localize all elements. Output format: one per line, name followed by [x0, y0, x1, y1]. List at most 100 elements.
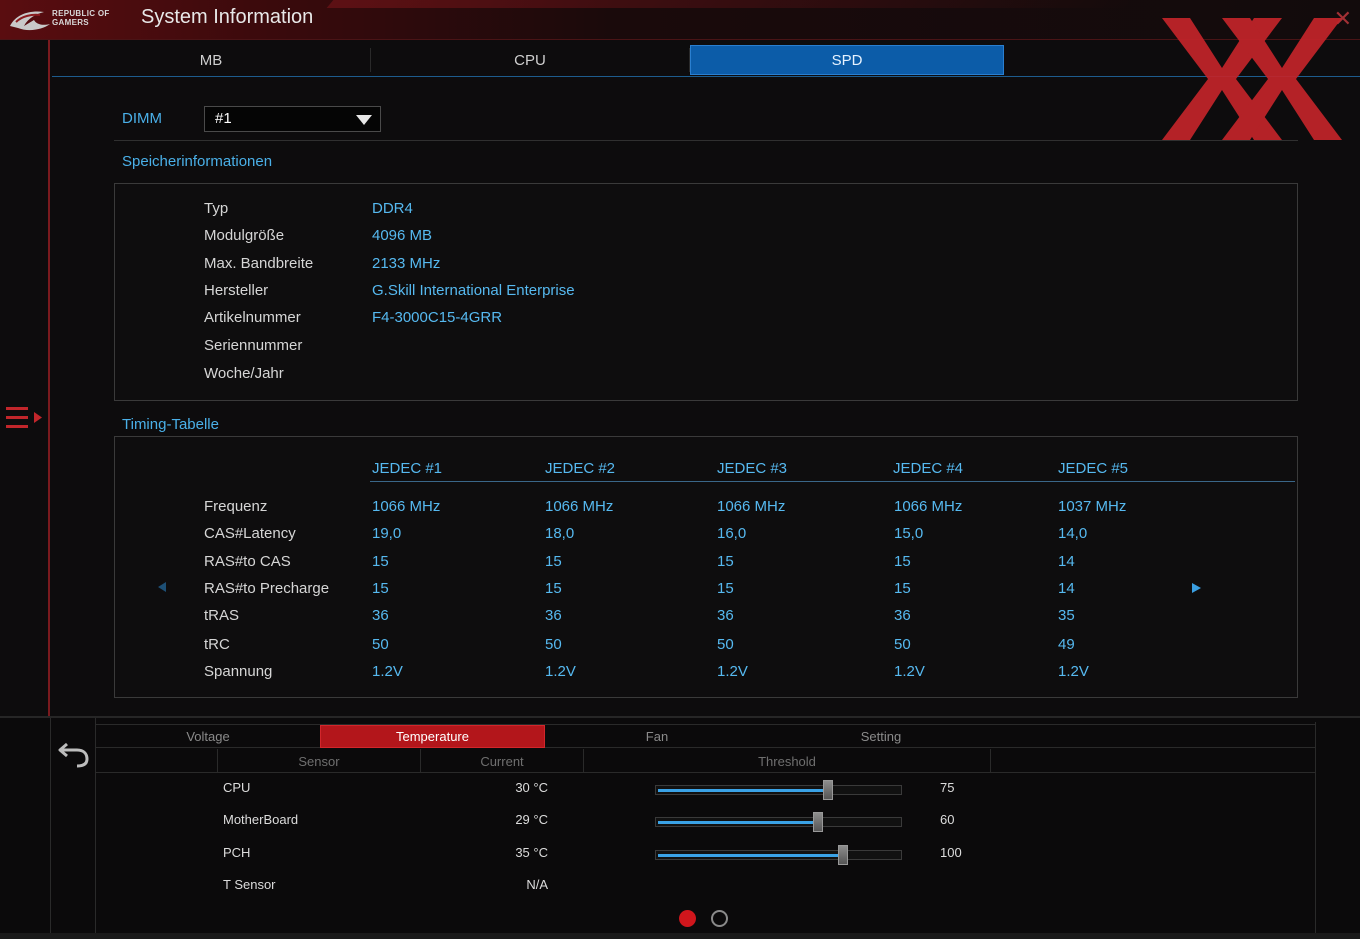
tab-cpu[interactable]: CPU	[514, 51, 546, 69]
timing-cell: 14	[1058, 580, 1075, 597]
brand-line2: GAMERS	[52, 18, 89, 27]
timing-cell: 50	[372, 636, 389, 653]
timing-cell: 15	[717, 580, 734, 597]
info-tabs: MB CPU SPD	[52, 44, 1360, 77]
column-header-current: Current	[420, 749, 583, 773]
sensor-name: MotherBoard	[223, 812, 299, 827]
timing-row-label: Spannung	[204, 663, 273, 680]
timing-row-label: RAS#to CAS	[204, 553, 291, 570]
timing-cell: 15	[545, 580, 562, 597]
menu-expand-icon[interactable]	[4, 404, 44, 434]
timing-cell: 1.2V	[372, 663, 403, 680]
timing-cell: 1066 MHz	[545, 498, 614, 515]
timing-cell: 36	[717, 607, 734, 624]
timing-cell: 1066 MHz	[894, 498, 963, 515]
memory-info-title: Speicherinformationen	[122, 153, 273, 170]
timing-cell: 1.2V	[545, 663, 576, 680]
tab-divider	[370, 48, 371, 72]
timing-cell: 1.2V	[894, 663, 925, 680]
close-icon[interactable]: ✕	[1333, 6, 1352, 31]
slider-thumb[interactable]	[813, 812, 823, 832]
back-icon[interactable]	[57, 738, 91, 768]
info-value-max-bandwidth: 2133 MHz	[372, 255, 441, 272]
monitor-side-strip	[50, 718, 96, 939]
timing-cell: 14	[1058, 553, 1075, 570]
dimm-dropdown[interactable]: #1	[204, 106, 381, 132]
window-title: System Information	[141, 6, 314, 28]
timing-cell: 36	[545, 607, 562, 624]
scroll-right-icon[interactable]	[1192, 583, 1201, 593]
sensor-name: T Sensor	[223, 877, 276, 892]
info-value-type: DDR4	[372, 200, 413, 217]
timing-cell: 1.2V	[717, 663, 748, 680]
timing-row-label: Frequenz	[204, 498, 268, 515]
timing-row-label: CAS#Latency	[204, 525, 296, 542]
rog-logo-icon	[10, 11, 50, 31]
info-label-max-bandwidth: Max. Bandbreite	[204, 255, 314, 272]
watermark-logo	[1162, 18, 1342, 140]
hardware-monitor-panel: Voltage Temperature Fan Setting Sensor C…	[0, 716, 1360, 939]
tab-divider	[689, 48, 690, 72]
dimm-selected-value: #1	[215, 110, 232, 127]
slider-fill	[658, 789, 828, 792]
brand-line1: REPUBLIC OF	[52, 9, 110, 18]
timing-column-header: JEDEC #4	[893, 460, 964, 477]
column-header-threshold: Threshold	[583, 749, 991, 773]
divider	[1315, 722, 1316, 939]
timing-cell: 15	[717, 553, 734, 570]
tab-temperature[interactable]: Temperature	[320, 725, 545, 748]
tab-mb[interactable]: MB	[199, 51, 223, 69]
slider-fill	[658, 821, 818, 824]
sensor-current-value: N/A	[526, 877, 548, 892]
tab-voltage[interactable]: Voltage	[186, 729, 230, 744]
timing-cell: 1037 MHz	[1058, 498, 1127, 515]
side-menu-strip	[0, 40, 50, 716]
memory-info-panel	[114, 183, 1298, 401]
sensor-threshold-value: 75	[940, 780, 955, 795]
info-label-part-number: Artikelnummer	[204, 309, 301, 326]
threshold-slider[interactable]	[655, 812, 902, 832]
info-value-module-size: 4096 MB	[372, 227, 433, 244]
tab-fan[interactable]: Fan	[645, 729, 669, 744]
info-value-part-number: F4-3000C15-4GRR	[372, 309, 503, 326]
threshold-slider[interactable]	[655, 780, 902, 800]
timing-table-panel	[114, 436, 1298, 698]
slider-thumb[interactable]	[838, 845, 848, 865]
timing-column-header: JEDEC #1	[372, 460, 443, 477]
slider-thumb[interactable]	[823, 780, 833, 800]
timing-cell: 16,0	[717, 525, 747, 542]
timing-row-label: tRC	[204, 636, 230, 653]
chevron-down-icon	[356, 115, 372, 125]
column-header-sensor: Sensor	[217, 749, 420, 773]
page-dot-active[interactable]	[679, 910, 696, 927]
sensor-name: CPU	[223, 780, 251, 795]
sensor-current-value: 29 °C	[515, 812, 548, 827]
timing-cell: 49	[1058, 636, 1075, 653]
info-label-week-year: Woche/Jahr	[204, 365, 284, 382]
timing-cell: 35	[1058, 607, 1075, 624]
timing-cell: 18,0	[545, 525, 575, 542]
timing-cell: 50	[894, 636, 911, 653]
timing-row-label: tRAS	[204, 607, 240, 624]
tab-spd[interactable]: SPD	[690, 45, 1004, 75]
dimm-label: DIMM	[122, 110, 162, 127]
info-label-manufacturer: Hersteller	[204, 282, 269, 299]
timing-cell: 14,0	[1058, 525, 1088, 542]
timing-cell: 1.2V	[1058, 663, 1089, 680]
tab-setting[interactable]: Setting	[860, 729, 902, 744]
timing-cell: 36	[894, 607, 911, 624]
scroll-left-icon[interactable]	[158, 582, 166, 592]
timing-header-underline	[370, 481, 1295, 482]
title-bar: REPUBLIC OF GAMERS System Information ✕	[0, 0, 1360, 40]
timing-cell: 15	[545, 553, 562, 570]
timing-cell: 15	[372, 580, 389, 597]
timing-table-title: Timing-Tabelle	[122, 416, 219, 433]
divider	[114, 140, 1298, 141]
timing-cell: 1066 MHz	[717, 498, 786, 515]
timing-cell: 50	[717, 636, 734, 653]
timing-cell: 36	[372, 607, 389, 624]
threshold-slider[interactable]	[655, 845, 902, 865]
sensor-threshold-value: 100	[940, 845, 962, 860]
bottom-edge	[0, 933, 1360, 939]
page-dot[interactable]	[711, 910, 728, 927]
